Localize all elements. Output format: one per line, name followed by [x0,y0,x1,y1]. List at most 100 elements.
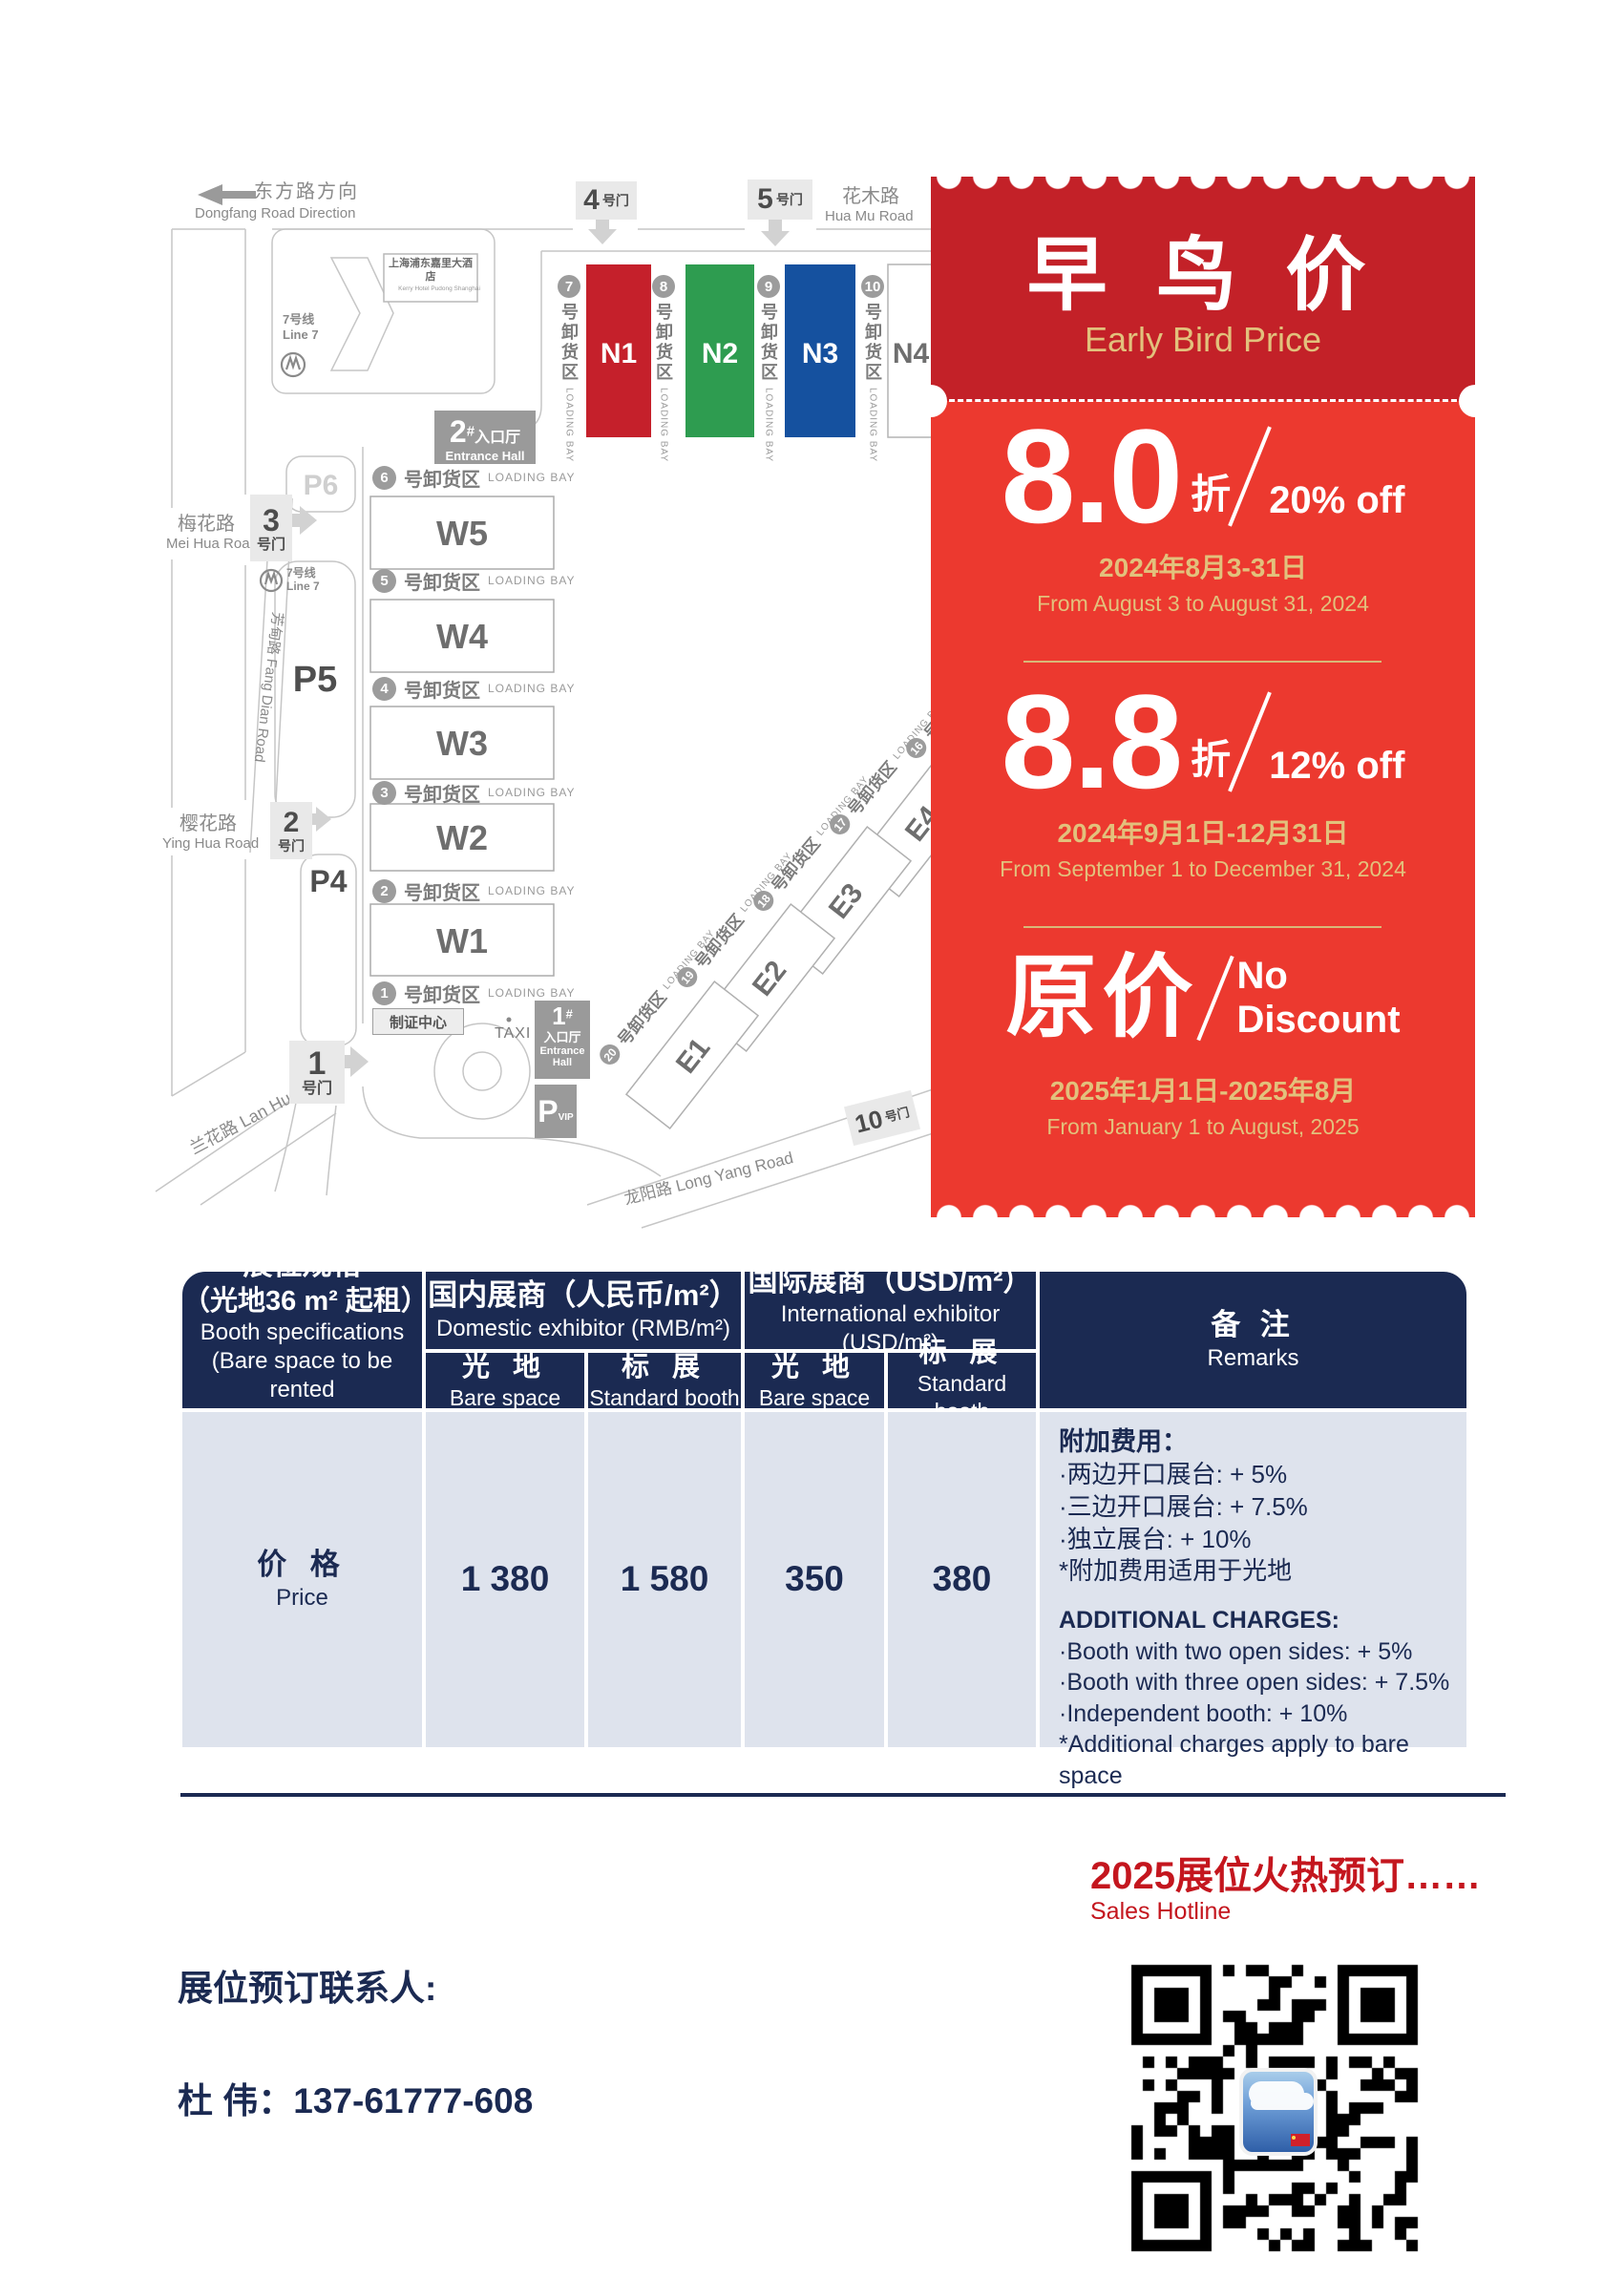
metro-icon-top [280,351,306,378]
header-remarks: 备 注 Remarks [1038,1270,1468,1410]
hotline-subtitle: Sales Hotline [1090,1898,1232,1925]
gate-4-suffix: 号门 [601,193,629,208]
road-meihua-en: Mei Hua Road [166,536,258,552]
gate-10-number: 10 [852,1104,886,1139]
ticket-title-en: Early Bird Price [1084,320,1322,359]
gate-4-number: 4 [583,184,600,216]
metro-icon-left [259,568,284,593]
entrance-1-number: 1 [552,1002,566,1030]
tier2-slash [1228,691,1273,792]
ticket-scallop-bottom [931,1203,1475,1217]
loading-bay-7: 7 号卸货区 LOADING BAY [557,275,581,462]
direction-label-zh: 东方路方向 [254,181,359,202]
hall-w1-label: W1 [436,921,488,960]
price-domestic-standard: 1 580 [586,1410,743,1749]
price-tier-1: 8.0 折 20% off 2024年8月3-31日 From August 3… [931,401,1475,617]
taxi-dot [506,1017,512,1023]
direction-arrow-icon [198,184,256,205]
hall-w5 [369,496,555,570]
road-yinghua-zh: 樱花路 [179,813,237,834]
roundabout-outer [433,1023,531,1120]
tier3-slash [1196,955,1235,1042]
loading-bay-2: 2 号卸货区 LOADING BAY [372,877,575,904]
qr-center-icon [1239,2068,1318,2156]
loading-bay-8-number: 8 [652,275,675,298]
price-tier-2: 8.8 折 12% off 2024年9月1日-12月31日 From Sept… [931,666,1475,882]
gate-3-suffix: 号门 [256,536,285,553]
row-price-label: 价 格 Price [180,1410,424,1749]
entrance-hall-1: 1# 入口厅 Entrance Hall [535,1001,590,1079]
hall-w1 [369,903,555,977]
metro-left-zh: 7号线 [286,566,316,580]
gate-5-number: 5 [757,183,773,215]
gate-2-suffix: 号门 [278,838,305,854]
tier1-slash [1228,426,1273,527]
tier1-date-zh: 2024年8月3-31日 [1099,552,1307,582]
loading-bay-8: 8 号卸货区 LOADING BAY [651,275,676,462]
price-intl-bare: 350 [743,1410,886,1749]
header-booth-spec: 展位规格 （光地36 m² 起租） Booth specifications (… [180,1248,429,1431]
subheader-intl-bare: 光 地 Bare space [743,1351,886,1410]
gate5-arrow-icon [761,220,790,246]
hall-n2 [685,264,754,437]
roundabout-inner [462,1051,502,1091]
loading-bay-4: 4 号卸货区 LOADING BAY [372,675,575,702]
hotel-label-zh: 上海浦东嘉里大酒店 [389,258,473,283]
hall-w5-label: W5 [436,514,488,553]
ticket-dashed-separator [940,399,1466,402]
loading-bay-10-number: 10 [861,275,884,298]
price-domestic-bare: 1 380 [424,1410,586,1749]
taxi-label: TAXI [495,1025,532,1042]
hall-n1 [586,264,651,437]
hall-w3-label: W3 [436,724,488,763]
road-huamu-en: Hua Mu Road [825,208,914,224]
hall-w2 [369,803,555,872]
entrance-2-number: 2 [449,414,467,449]
hotel-block-outline [271,228,496,394]
gate-2: 2 号门 [270,802,312,859]
hotel-label: 上海浦东嘉里大酒店 Kerry Hotel Pudong Shanghai [386,258,480,300]
tier3-label: 原价 [1005,947,1199,1048]
footer-divider [180,1793,1506,1797]
early-bird-ticket: 早 鸟 价 Early Bird Price 8.0 折 20% off 202… [915,177,1491,1217]
gate4-arrow-icon [588,218,617,244]
road-yinghua-en: Ying Hua Road [162,835,260,852]
wechat-qr-code [1122,1955,1427,2261]
parking-p6-outline [285,455,356,513]
hall-w4-label: W4 [436,617,488,656]
loading-bay-2-number: 2 [372,878,396,903]
subheader-domestic-bare: 光 地 Bare space [424,1351,586,1410]
parking-p6-label: P6 [304,470,339,501]
parking-p5-label: P5 [293,660,337,700]
hall-n1-label: N1 [601,338,637,369]
street-west-lines [171,228,246,1097]
loading-bay-6-number: 6 [372,465,396,490]
gate-4: 4 号门 [576,181,637,220]
ticket-body: 8.0 折 20% off 2024年8月3-31日 From August 3… [931,401,1475,1217]
hall-n3-label: N3 [802,338,838,369]
tier3-date-en: From January 1 to August, 2025 [1046,1114,1360,1139]
gate-1-suffix: 号门 [301,1081,332,1097]
flag-star [1292,2136,1296,2140]
metro-top-en: Line 7 [283,327,319,342]
street-gate1-lines [274,1102,337,1196]
hotel-label-box [383,253,478,303]
hall-w2-label: W2 [436,818,488,857]
metro-left-en: Line 7 [286,580,320,593]
gate3-arrow-icon [288,506,317,535]
loading-bay-6: 6 号卸货区 LOADING BAY [372,464,575,491]
gate1-arrow-icon [339,1046,369,1077]
ticket-header: 早 鸟 价 Early Bird Price [931,177,1475,401]
loading-bay-5: 5 号卸货区 LOADING BAY [372,567,575,594]
tier2-discount: 8.8 [1001,666,1184,816]
tier2-date-en: From September 1 to December 31, 2024 [1000,855,1406,881]
gate2-arrow-icon [306,807,331,832]
cloud-graphic [1249,2081,1304,2106]
tier3-date-zh: 2025年1月1日-2025年8月 [1049,1076,1357,1106]
hotline-title: 2025展位火热预订…… [1090,1855,1481,1897]
tier1-discount: 8.0 [1001,401,1184,551]
ticket-notch-left [915,385,947,417]
direction-label-en: Dongfang Road Direction [195,205,356,221]
